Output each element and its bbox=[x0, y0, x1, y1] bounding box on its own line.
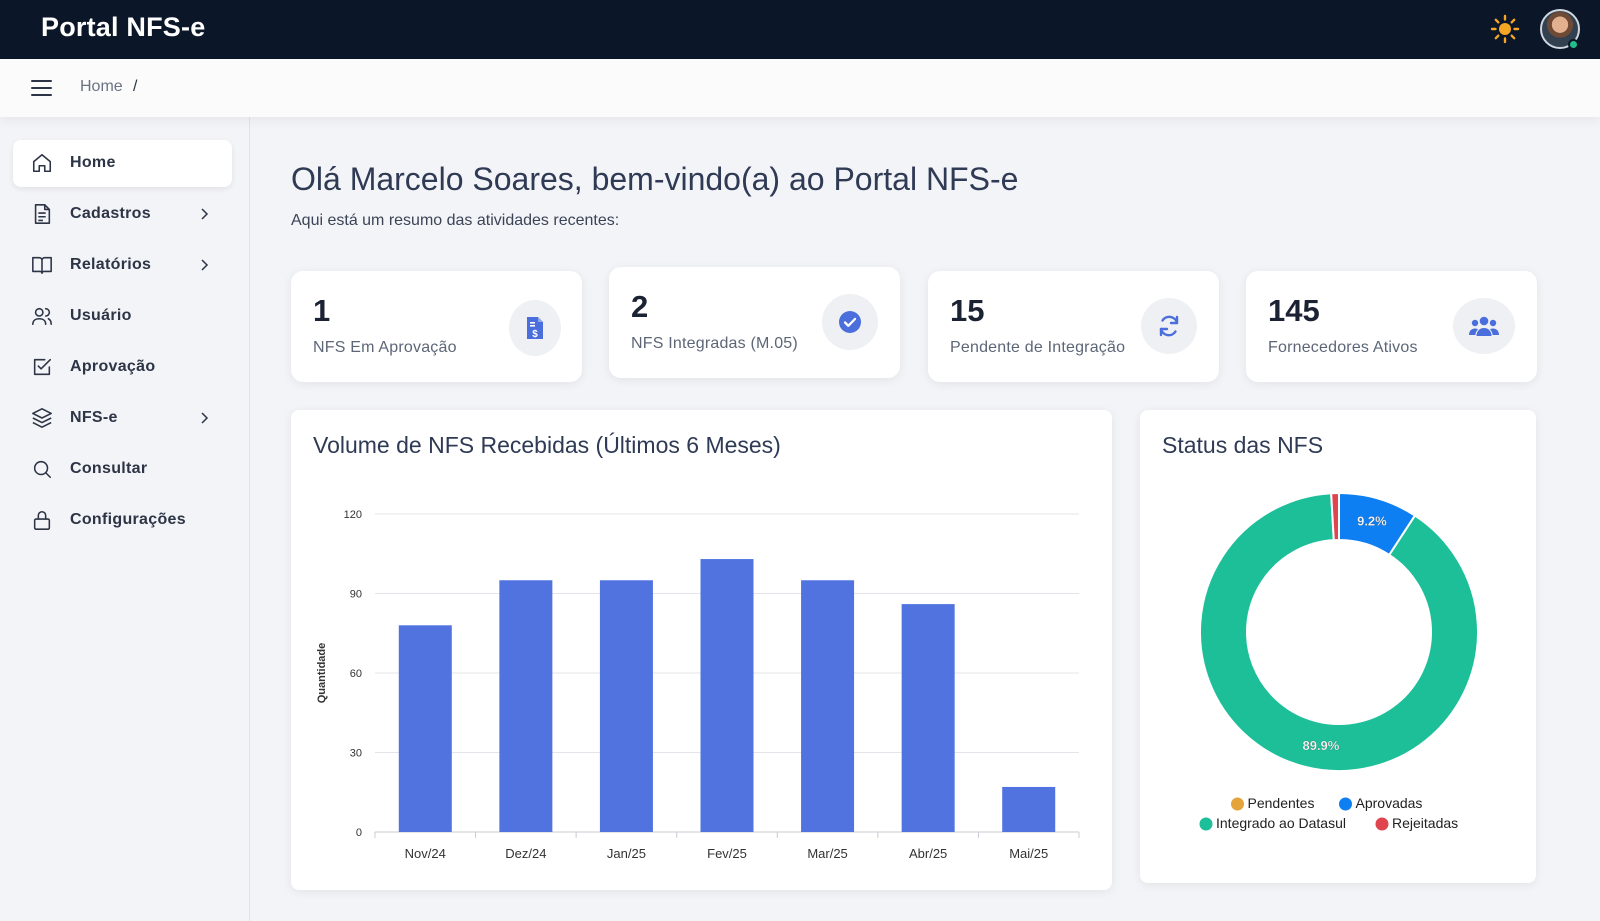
x-tick-label: Jan/25 bbox=[607, 846, 646, 861]
layers-icon bbox=[32, 408, 52, 428]
bar-abr-25 bbox=[901, 604, 955, 832]
sun-icon bbox=[1490, 14, 1520, 44]
sync-icon bbox=[1141, 298, 1197, 354]
legend-item: Integrado ao Datasul bbox=[1216, 815, 1346, 831]
sidebar-item-label: Aprovação bbox=[70, 358, 156, 375]
stat-value: 1 bbox=[313, 293, 331, 328]
sidebar-item-relatorios[interactable]: Relatórios bbox=[13, 242, 232, 289]
legend-swatch bbox=[1375, 817, 1389, 831]
users-icon bbox=[32, 307, 52, 326]
slice-label: 89.9% bbox=[1302, 738, 1339, 753]
sidebar-item-usuario[interactable]: Usuário bbox=[13, 293, 232, 340]
stat-card-pendente-integracao[interactable]: 15 Pendente de Integração bbox=[928, 271, 1219, 382]
bar-nov-24 bbox=[398, 625, 452, 832]
breadcrumb-bar: Home / bbox=[0, 59, 1600, 117]
users-group-icon bbox=[1453, 298, 1515, 354]
sidebar-item-label: Relatórios bbox=[70, 256, 152, 273]
sidebar-item-aprovacao[interactable]: Aprovação bbox=[13, 344, 232, 391]
stat-label: Pendente de Integração bbox=[950, 339, 1126, 356]
page-subtitle: Aqui está um resumo das atividades recen… bbox=[291, 212, 620, 229]
svg-text:$: $ bbox=[532, 329, 538, 340]
stat-card-fornecedores[interactable]: 145 Fornecedores Ativos bbox=[1246, 271, 1537, 382]
sidebar-item-consultar[interactable]: Consultar bbox=[13, 446, 232, 493]
stat-label: NFS Em Aprovação bbox=[313, 339, 457, 356]
legend-swatch bbox=[1231, 797, 1244, 811]
sidebar-item-nfse[interactable]: NFS-e bbox=[13, 395, 232, 442]
chevron-right-icon bbox=[201, 412, 209, 424]
online-status-dot bbox=[1568, 39, 1579, 50]
breadcrumb-separator: / bbox=[133, 78, 138, 95]
x-tick-label: Abr/25 bbox=[909, 846, 947, 861]
search-icon bbox=[33, 460, 52, 479]
hamburger-icon bbox=[31, 80, 52, 82]
legend-item: Rejeitadas bbox=[1392, 815, 1458, 831]
y-axis-label: Quantidade bbox=[316, 643, 328, 704]
checkbox-icon bbox=[33, 358, 52, 376]
bar-dez-24 bbox=[499, 580, 553, 832]
legend-item: Aprovadas bbox=[1356, 795, 1423, 811]
sidebar-item-label: Consultar bbox=[70, 460, 148, 477]
x-tick-label: Fev/25 bbox=[707, 846, 747, 861]
sidebar-item-label: Configurações bbox=[70, 511, 186, 528]
document-icon bbox=[34, 204, 51, 224]
legend-swatch bbox=[1339, 797, 1352, 811]
stat-value: 2 bbox=[631, 289, 649, 324]
legend-item: Pendentes bbox=[1248, 795, 1315, 811]
hamburger-line bbox=[31, 87, 52, 89]
bar-jan-25 bbox=[599, 580, 653, 832]
page-title: Olá Marcelo Soares, bem-vindo(a) ao Port… bbox=[291, 161, 1019, 197]
hamburger-line bbox=[31, 94, 52, 96]
chart-title: Volume de NFS Recebidas (Últimos 6 Meses… bbox=[313, 432, 781, 458]
app-title: Portal NFS-e bbox=[41, 12, 206, 42]
top-bar: Portal NFS-e bbox=[0, 0, 1600, 59]
check-circle-icon bbox=[822, 294, 878, 350]
sidebar-item-home[interactable]: Home bbox=[13, 140, 232, 187]
sidebar-item-cadastros[interactable]: Cadastros bbox=[13, 191, 232, 238]
stat-card-integradas[interactable]: 2 NFS Integradas (M.05) bbox=[609, 267, 900, 378]
bar-mar-25 bbox=[801, 580, 855, 832]
stat-label: NFS Integradas (M.05) bbox=[631, 335, 798, 352]
x-tick-label: Mar/25 bbox=[807, 846, 847, 861]
sidebar-item-label: Cadastros bbox=[70, 205, 151, 222]
home-icon bbox=[32, 153, 52, 173]
bar-fev-25 bbox=[700, 559, 754, 832]
status-chart-panel: Status das NFS 9.2% 89.9% Pendentes Aprovad… bbox=[1140, 410, 1536, 883]
x-tick-label: Dez/24 bbox=[505, 846, 546, 861]
y-tick-label: 30 bbox=[350, 748, 362, 760]
volume-bar-chart: 0 30 60 90 120 Nov/24 Dez/24 Jan/25 Fev/25 Mar/25… bbox=[316, 509, 1080, 861]
y-tick-label: 0 bbox=[356, 827, 362, 839]
y-tick-label: 120 bbox=[344, 509, 362, 521]
status-donut-chart: 9.2% 89.9% Pendentes Aprovadas Integrado ao … bbox=[1199, 491, 1479, 831]
stat-label: Fornecedores Ativos bbox=[1268, 339, 1418, 356]
stat-value: 15 bbox=[950, 293, 985, 328]
breadcrumb-home-link[interactable]: Home bbox=[80, 78, 123, 95]
sidebar-item-label: Home bbox=[70, 154, 116, 171]
y-tick-label: 60 bbox=[350, 668, 362, 680]
book-icon bbox=[32, 256, 52, 275]
sidebar-item-label: NFS-e bbox=[70, 409, 118, 426]
y-tick-label: 90 bbox=[350, 589, 362, 601]
chart-title: Status das NFS bbox=[1162, 432, 1324, 458]
lock-icon bbox=[33, 510, 51, 530]
sidebar: Home Cadastros Relatórios Usuário Aprova… bbox=[0, 117, 250, 921]
legend-swatch bbox=[1199, 817, 1213, 831]
x-tick-label: Nov/24 bbox=[405, 846, 446, 861]
volume-chart-panel: Volume de NFS Recebidas (Últimos 6 Meses… bbox=[291, 410, 1112, 890]
slice-rejeitadas bbox=[1330, 491, 1340, 542]
invoice-dollar-icon: $ bbox=[509, 300, 561, 356]
slice-integrado-ao-datasul bbox=[1199, 492, 1479, 772]
stat-value: 145 bbox=[1268, 293, 1320, 328]
sidebar-item-configuracoes[interactable]: Configurações bbox=[13, 497, 232, 544]
menu-toggle-button[interactable] bbox=[31, 80, 52, 96]
bar-mai-25 bbox=[1002, 786, 1056, 832]
theme-toggle-button[interactable] bbox=[1490, 14, 1520, 44]
slice-label: 9.2% bbox=[1357, 513, 1387, 528]
chevron-right-icon bbox=[201, 259, 209, 271]
x-tick-label: Mai/25 bbox=[1009, 846, 1048, 861]
stat-card-em-aprovacao[interactable]: 1 NFS Em Aprovação $ bbox=[291, 271, 582, 382]
chevron-right-icon bbox=[201, 208, 209, 220]
sidebar-item-label: Usuário bbox=[70, 307, 132, 324]
